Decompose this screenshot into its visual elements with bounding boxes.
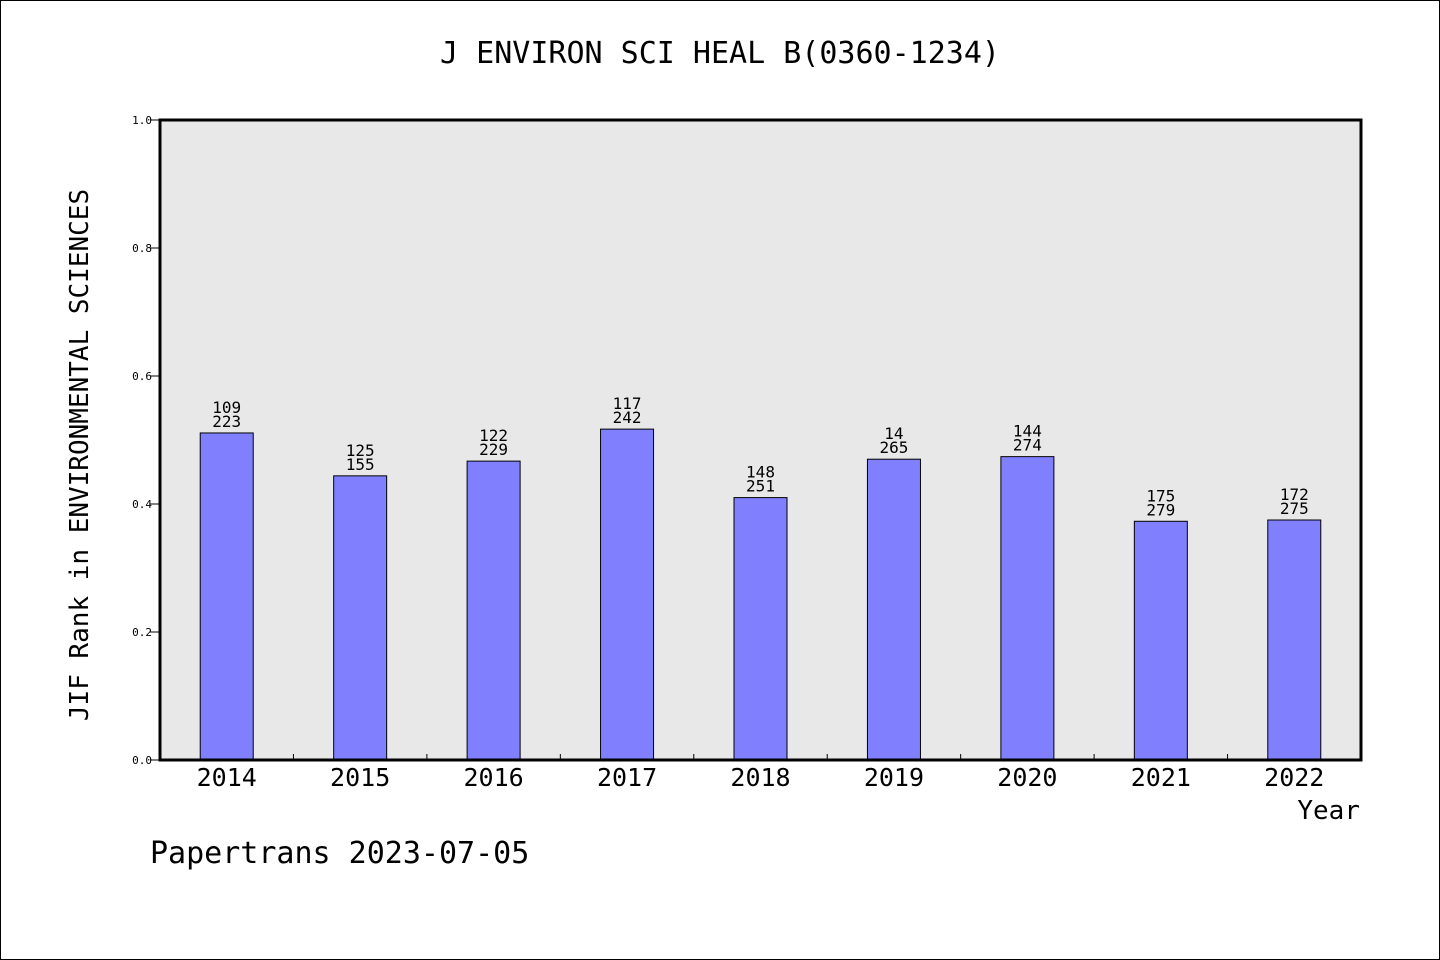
bar-rank-label: 148	[746, 463, 775, 482]
bar-rank-label: 175	[1146, 486, 1175, 505]
y-tick-label: 0.8	[132, 242, 152, 255]
bar-rank-label: 144	[1013, 422, 1042, 441]
bar	[333, 475, 388, 761]
x-tick-label: 2017	[597, 763, 657, 792]
footer-credit: Papertrans 2023-07-05	[150, 836, 530, 871]
bar-total-label: 251	[746, 477, 775, 496]
x-tick-label: 2021	[1131, 763, 1191, 792]
bar	[733, 497, 788, 761]
bar-total-label: 229	[479, 440, 508, 459]
bar-rank-label: 109	[212, 398, 241, 417]
x-tick-label: 2022	[1264, 763, 1324, 792]
x-tick-label: 2016	[464, 763, 524, 792]
y-tick-label: 1.0	[132, 114, 152, 127]
bar-total-label: 279	[1146, 500, 1175, 519]
bar	[199, 432, 254, 761]
y-tick-label: 0.6	[132, 370, 152, 383]
bar-rank-label: 14	[884, 424, 903, 443]
bar	[600, 428, 655, 761]
y-tick-label: 0.4	[132, 498, 152, 511]
bar-total-label: 242	[613, 408, 642, 427]
x-axis-label: Year	[1297, 796, 1360, 826]
bar-rank-label: 122	[479, 426, 508, 445]
x-tick-label: 2020	[997, 763, 1057, 792]
bar-rank-label: 125	[346, 441, 375, 460]
x-tick-label: 2019	[864, 763, 924, 792]
x-tick-label: 2015	[330, 763, 390, 792]
plot-border	[158, 118, 1363, 762]
bar-total-label: 223	[212, 412, 241, 431]
bar-total-label: 155	[346, 455, 375, 474]
chart-title: J ENVIRON SCI HEAL B(0360-1234)	[440, 36, 1000, 71]
bar-total-label: 265	[879, 438, 908, 457]
bar	[1000, 456, 1055, 761]
bar	[466, 460, 521, 761]
bar	[1267, 519, 1322, 761]
x-tick-label: 2018	[730, 763, 790, 792]
bar-rank-label: 172	[1280, 485, 1309, 504]
x-tick-label: 2014	[197, 763, 257, 792]
y-tick-label: 0.2	[132, 626, 152, 639]
bar-total-label: 275	[1280, 499, 1309, 518]
y-tick-label: 0.0	[132, 754, 152, 767]
bar	[866, 458, 921, 761]
bar-total-label: 274	[1013, 436, 1042, 455]
bar	[1133, 520, 1188, 761]
bar-rank-label: 117	[613, 394, 642, 413]
